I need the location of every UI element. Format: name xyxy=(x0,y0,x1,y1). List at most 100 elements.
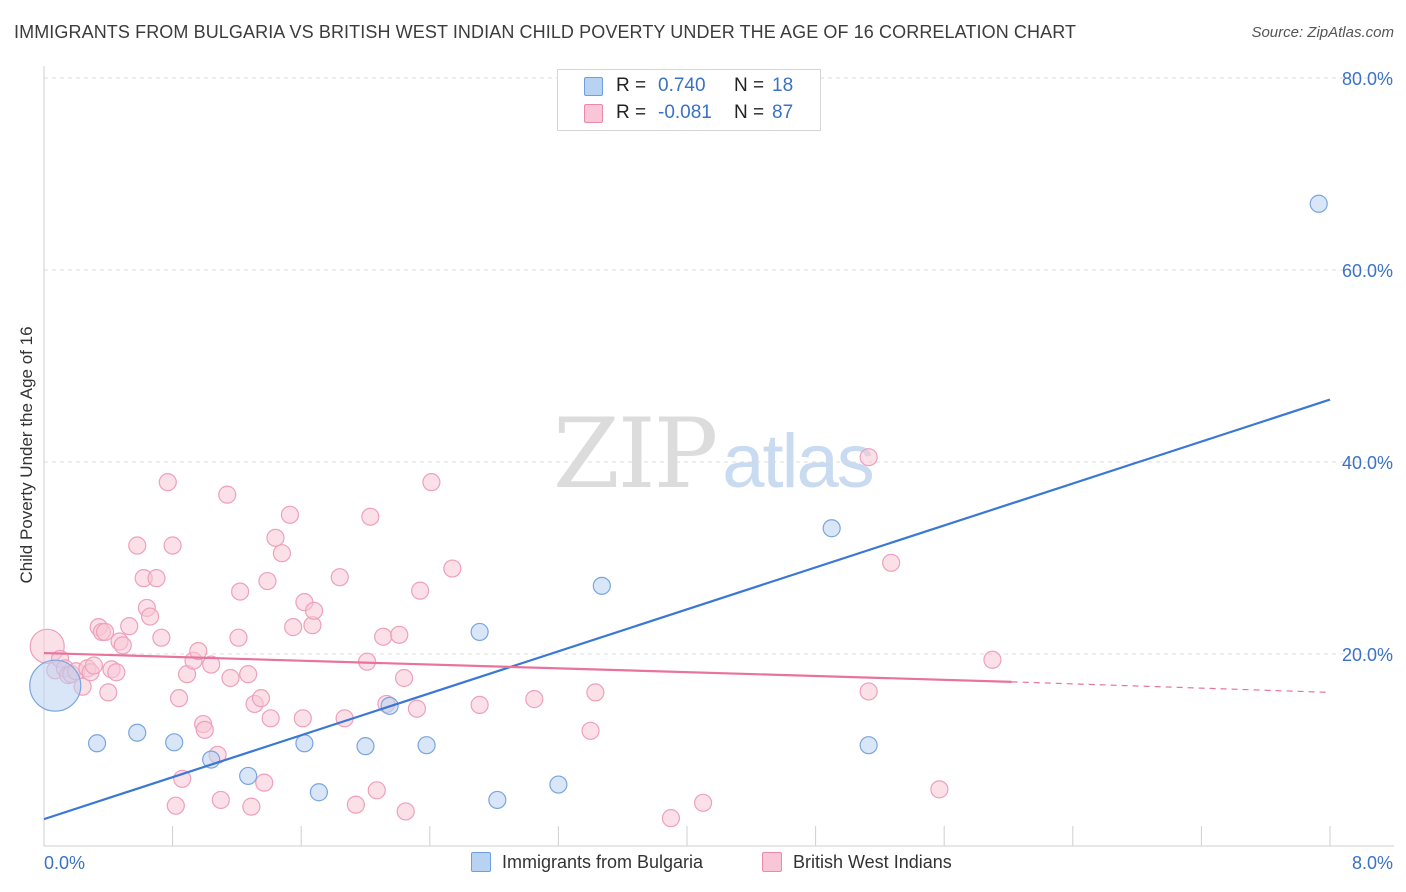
data-point xyxy=(165,733,184,752)
y-tick-label: 80.0% xyxy=(1342,69,1393,89)
data-point xyxy=(470,695,489,714)
data-point xyxy=(140,607,160,626)
data-point xyxy=(330,568,349,587)
data-point xyxy=(295,734,314,753)
legend-swatch-blue xyxy=(584,77,603,96)
source-credit: Source: ZipAtlas.com xyxy=(1251,24,1394,41)
bottom-legend-label: British West Indians xyxy=(793,852,952,872)
data-point xyxy=(1309,194,1328,213)
data-point xyxy=(293,709,312,728)
data-point xyxy=(346,795,365,814)
data-point xyxy=(592,576,611,595)
data-point xyxy=(417,736,436,755)
data-point xyxy=(128,536,147,555)
data-point xyxy=(470,622,489,642)
data-point xyxy=(390,625,409,644)
data-point xyxy=(255,773,274,792)
data-point xyxy=(152,628,171,647)
data-point xyxy=(983,650,1002,669)
bottom-legend-swatch-blue xyxy=(471,852,491,872)
data-point xyxy=(251,689,271,708)
data-point xyxy=(128,723,147,742)
data-point xyxy=(284,618,303,637)
data-point xyxy=(361,507,380,526)
y-tick-label: 60.0% xyxy=(1342,261,1393,281)
data-point xyxy=(394,668,414,688)
data-point xyxy=(859,736,878,755)
chart-title: IMMIGRANTS FROM BULGARIA VS BRITISH WEST… xyxy=(14,22,1077,42)
data-point xyxy=(581,721,600,740)
data-point xyxy=(396,802,415,821)
data-point xyxy=(309,783,328,802)
x-tick-label: 8.0% xyxy=(1352,853,1393,873)
data-point xyxy=(87,734,107,753)
gridlines xyxy=(44,77,1394,655)
data-point xyxy=(367,781,386,800)
trend-line xyxy=(43,651,1012,683)
data-point xyxy=(29,659,82,712)
legend-n-label: N = xyxy=(734,75,765,96)
trend-lines xyxy=(43,398,1331,821)
trend-line xyxy=(43,398,1331,821)
legend-r-label: R = xyxy=(616,102,647,123)
y-tick-label: 20.0% xyxy=(1342,645,1393,665)
legend-r-value: -0.081 xyxy=(658,102,712,123)
watermark: ZIPatlas xyxy=(553,398,875,510)
data-point xyxy=(411,581,430,600)
data-point xyxy=(163,536,182,555)
y-tick-label: 40.0% xyxy=(1342,453,1393,473)
data-point xyxy=(84,656,103,675)
data-point xyxy=(189,642,208,661)
x-tick-label: 0.0% xyxy=(44,853,85,873)
data-point xyxy=(107,663,126,682)
legend-r-label: R = xyxy=(616,75,647,96)
data-point xyxy=(374,627,393,646)
data-point xyxy=(158,473,177,492)
data-point xyxy=(231,582,250,601)
data-point xyxy=(99,683,118,702)
legend-n-value: 18 xyxy=(772,75,794,96)
trend-line-extrapolated xyxy=(1011,681,1331,693)
data-point xyxy=(113,636,132,655)
data-point xyxy=(147,569,166,588)
tick-labels: 20.0% 40.0% 60.0% 80.0% 0.0% 8.0% xyxy=(44,69,1393,873)
legend-n-label: N = xyxy=(734,102,765,123)
axes xyxy=(43,66,1394,847)
data-point xyxy=(822,519,841,538)
data-point xyxy=(202,655,221,674)
data-point xyxy=(422,473,441,492)
correlation-legend: R = 0.740 N = 18 R = -0.081 N = 87 xyxy=(557,69,821,131)
data-point xyxy=(859,448,878,467)
data-point xyxy=(272,544,292,563)
data-point xyxy=(443,559,462,578)
data-point xyxy=(169,689,189,708)
series-bulgaria-points xyxy=(29,194,1328,810)
data-point xyxy=(882,553,901,572)
data-point xyxy=(221,668,240,688)
data-point xyxy=(304,601,324,620)
data-point xyxy=(525,690,544,709)
data-point xyxy=(166,796,185,815)
data-point xyxy=(195,720,214,739)
data-point xyxy=(488,790,507,810)
data-point xyxy=(407,699,427,718)
data-point xyxy=(661,809,681,828)
data-point xyxy=(239,665,258,684)
data-point xyxy=(266,528,285,547)
data-point xyxy=(261,709,280,728)
data-point xyxy=(218,485,237,504)
bottom-legend-label: Immigrants from Bulgaria xyxy=(502,852,704,872)
legend-swatch-pink xyxy=(584,104,603,123)
data-point xyxy=(95,622,115,642)
series-british-west-indians-points xyxy=(29,448,1002,828)
data-point xyxy=(211,790,230,810)
legend-r-value: 0.740 xyxy=(658,75,706,96)
bottom-legend-swatch-pink xyxy=(762,852,782,872)
legend-n-value: 87 xyxy=(772,102,794,123)
data-point xyxy=(280,505,300,524)
data-point xyxy=(120,617,139,636)
data-point xyxy=(242,797,261,816)
data-point xyxy=(258,571,277,591)
data-point xyxy=(586,683,605,702)
